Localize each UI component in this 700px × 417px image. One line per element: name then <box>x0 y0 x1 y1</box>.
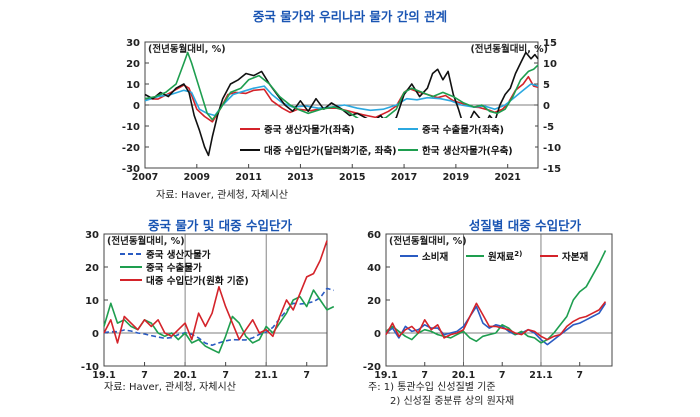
bottom-left-chart-xtick-label: 19.1 <box>92 370 115 381</box>
top-chart-legend-ppi-label: 중국 생산자물가(좌축) <box>264 124 355 136</box>
top-chart-ylabel-right: (전년동월대비, %) <box>470 43 548 55</box>
bottom-right-chart-xtick-label: 20.1 <box>452 370 475 381</box>
top-chart-ytick-right-label: -15 <box>543 164 561 175</box>
top-chart-ytick-label: -10 <box>122 122 140 133</box>
bottom-right-legend-consumer-label: 소비재 <box>422 251 448 263</box>
top-chart-xtick-label: 2017 <box>391 172 417 183</box>
bottom-right-chart-note-1: 주: 1) 통관수입 신성질별 기준 <box>368 382 496 393</box>
bottom-right-chart-xtick-label: 7 <box>576 370 583 381</box>
top-chart-xtick-label: 2013 <box>287 172 313 183</box>
bottom-left-chart-ytick-label: 0 <box>92 329 99 340</box>
bottom-right-legend-capital-label: 자본재 <box>562 251 588 263</box>
bottom-right-chart-xtick-label: 21.1 <box>529 370 552 381</box>
bottom-left-chart-xtick-label: 20.1 <box>173 370 196 381</box>
bottom-left-legend-export-label: 중국 수출물가 <box>146 262 202 274</box>
bottom-left-chart-series-line-2 <box>103 240 328 344</box>
top-chart: 30 20 10 0 -10 -20 -30 15 10 5 0 -5 -10 -15 2007 2009 20… <box>122 38 561 183</box>
bottom-left-chart-ytick-label: 20 <box>85 263 99 274</box>
top-chart-ytick-label: -20 <box>122 143 140 154</box>
bottom-right-chart-ytick-label: 20 <box>367 296 381 307</box>
top-chart-ytick-label: 0 <box>133 101 140 112</box>
bottom-right-chart-xtick-label: 7 <box>499 370 506 381</box>
bottom-right-chart-ytick-label: 0 <box>374 329 381 340</box>
bottom-right-chart-xtick-label: 19.1 <box>374 370 397 381</box>
bottom-left-chart-ylabel: (전년동월대비, %) <box>107 235 185 247</box>
top-chart-legend-box <box>235 118 535 164</box>
bottom-right-chart-note-2: 2) 신성질 중분류 상의 원자재 <box>390 396 515 407</box>
bottom-right-chart-ytick-label: -20 <box>363 362 381 373</box>
top-chart-xtick-label: 2009 <box>184 172 210 183</box>
bottom-right-chart-ytick-label: 40 <box>367 263 381 274</box>
top-chart-xtick-label: 2015 <box>339 172 365 183</box>
top-chart-ylabel: (전년동월대비, %) <box>148 43 226 55</box>
top-chart-series-line-3 <box>144 51 539 123</box>
top-chart-ytick-label: 30 <box>126 38 140 49</box>
bottom-right-chart-ytick-label: 60 <box>367 230 381 241</box>
top-chart-xtick-label: 2011 <box>235 172 261 183</box>
top-chart-ytick-right-label: -5 <box>543 122 554 133</box>
top-chart-legend-korea-ppi-label: 한국 생산자물가(우축) <box>422 145 513 157</box>
bottom-left-chart-xtick-label: 7 <box>303 370 310 381</box>
top-chart-legend-export-label: 중국 수출물가(좌축) <box>422 124 504 136</box>
top-chart-ytick-label: 20 <box>126 59 140 70</box>
bottom-right-chart-xtick-label: 7 <box>421 370 428 381</box>
bottom-right-legend-raw-label: 원재료2) <box>488 250 522 263</box>
top-chart-ytick-right-label: 10 <box>543 59 557 70</box>
bottom-left-chart-ytick-label: -10 <box>81 362 99 373</box>
top-chart-title: 중국 물가와 우리나라 물가 간의 관계 <box>252 9 448 24</box>
top-chart-ytick-label: -30 <box>122 164 140 175</box>
top-chart-source-note: 자료: Haver, 관세청, 자체시산 <box>156 190 288 201</box>
bottom-left-chart-ytick-label: 10 <box>85 296 99 307</box>
top-chart-ytick-right-label: 0 <box>543 101 550 112</box>
bottom-right-chart-series-line-1 <box>385 250 607 344</box>
top-chart-ytick-right-label: 5 <box>543 80 550 91</box>
bottom-left-chart-xtick-label: 7 <box>141 370 148 381</box>
bottom-left-chart-xtick-label: 7 <box>222 370 229 381</box>
top-chart-series-line-2 <box>144 51 539 157</box>
bottom-left-chart-ytick-label: 30 <box>85 230 99 241</box>
top-chart-legend-import-label: 대중 수입단가(달러화기준, 좌축) <box>264 145 397 157</box>
top-chart-ytick-right-label: -10 <box>543 143 561 154</box>
top-chart-xtick-label: 2019 <box>443 172 469 183</box>
bottom-left-legend-ppi-label: 중국 생산자물가 <box>146 249 211 261</box>
bottom-right-chart-ylabel: (전년동월대비, %) <box>389 235 467 247</box>
top-chart-xtick-label: 2007 <box>132 172 158 183</box>
bottom-right-chart-series-line-2 <box>385 301 607 341</box>
bottom-left-chart-title: 중국 물가 및 대중 수입단가 <box>148 218 292 233</box>
top-chart-xtick-label: 2021 <box>494 172 520 183</box>
bottom-left-legend-import-label: 대중 수입단가(원화 기준) <box>146 275 249 287</box>
bottom-right-chart-series-line-0 <box>385 302 607 346</box>
bottom-right-chart-title: 성질별 대중 수입단가 <box>468 218 582 233</box>
bottom-left-chart-xtick-label: 21.1 <box>254 370 277 381</box>
top-chart-ytick-right-label: 15 <box>543 38 557 49</box>
bottom-left-chart-source-note: 자료: Haver, 관세청, 자체시산 <box>104 382 236 393</box>
top-chart-ytick-label: 10 <box>126 80 140 91</box>
